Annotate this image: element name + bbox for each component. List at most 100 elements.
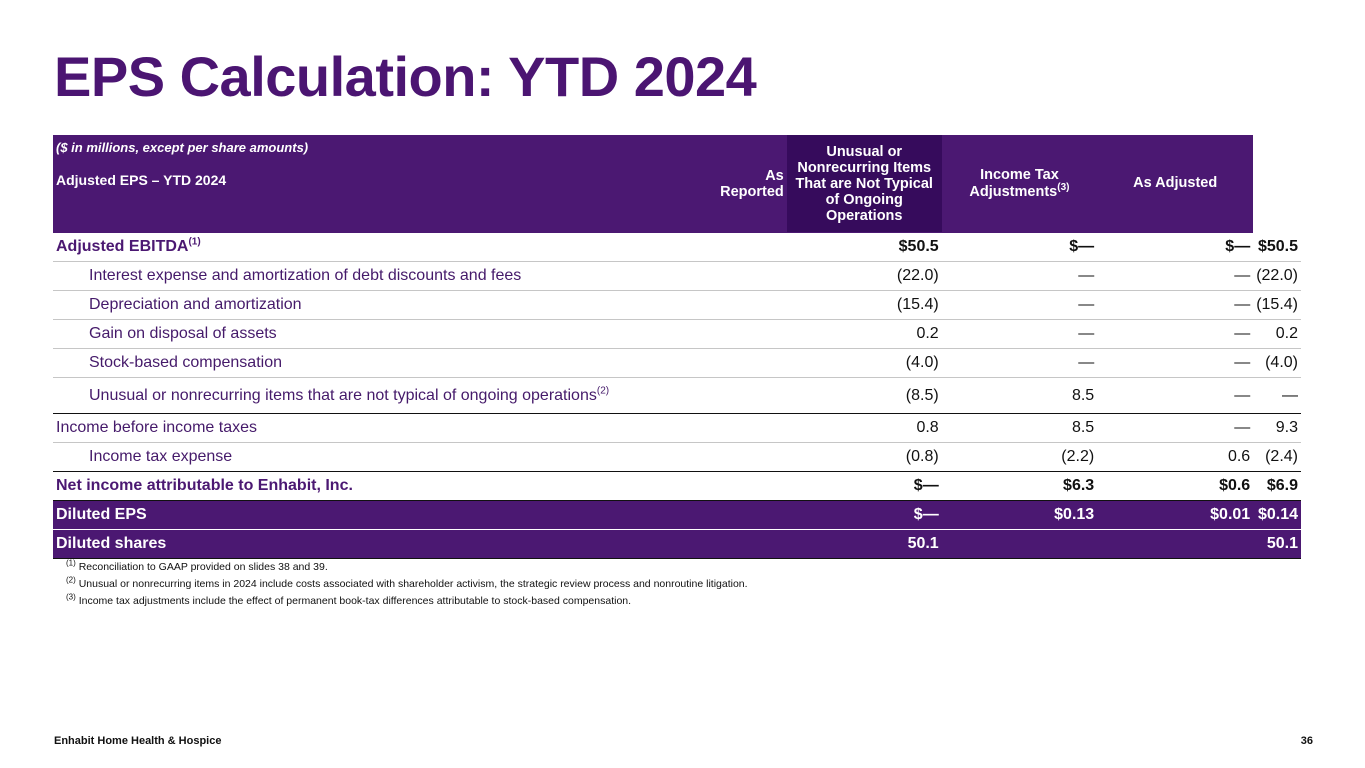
row-label-text: Unusual or nonrecurring items that are n…: [89, 386, 597, 404]
cell-as-adjusted: (2.4): [1253, 442, 1301, 472]
cell-as-reported: 50.1: [717, 529, 942, 559]
row-label-text: Adjusted EBITDA: [56, 238, 189, 255]
table-row: Diluted shares 50.1 50.1: [53, 529, 1301, 559]
cell-unusual: 8.5: [941, 377, 1098, 414]
cell-as-reported: 0.2: [717, 319, 942, 349]
table-row: Unusual or nonrecurring items that are n…: [53, 377, 1301, 414]
cell-tax-adj: —: [1097, 413, 1254, 443]
header-label-cell: ($ in millions, except per share amounts…: [53, 135, 718, 233]
cell-as-adjusted: (4.0): [1253, 348, 1301, 378]
cell-as-reported: $—: [717, 471, 942, 501]
table-body: Adjusted EBITDA(1) $50.5 $— $— $50.5 Interest…: [53, 232, 1301, 559]
header-income-tax-sup: (3): [1057, 181, 1070, 193]
row-label: Income tax expense: [53, 442, 718, 472]
table-row: Interest expense and amortization of deb…: [53, 261, 1301, 291]
unit-note: ($ in millions, except per share amounts…: [56, 140, 309, 155]
table-header: ($ in millions, except per share amounts…: [53, 135, 1301, 233]
header-as-reported: As Reported: [717, 135, 787, 233]
cell-unusual: $0.13: [941, 500, 1098, 530]
row-label-text: Depreciation and amortization: [89, 296, 302, 313]
footnote: (3) Income tax adjustments include the e…: [66, 593, 748, 610]
cell-tax-adj: $0.6: [1097, 471, 1254, 501]
row-label: Unusual or nonrecurring items that are n…: [53, 377, 718, 414]
row-label: Net income attributable to Enhabit, Inc.: [53, 471, 718, 501]
cell-tax-adj: —: [1097, 290, 1254, 320]
row-label-text: Stock-based compensation: [89, 354, 282, 371]
footnote-sup: (3): [66, 592, 76, 602]
header-unusual-items: Unusual or Nonrecurring Items That are N…: [786, 135, 942, 233]
cell-tax-adj: $0.01: [1097, 500, 1254, 530]
row-label: Interest expense and amortization of deb…: [53, 261, 718, 291]
footnote: (2) Unusual or nonrecurring items in 202…: [66, 576, 748, 593]
table-row: Gain on disposal of assets 0.2— —0.2: [53, 319, 1301, 349]
cell-tax-adj: 0.6: [1097, 442, 1254, 472]
table-row: Income tax expense (0.8) (2.2) 0.6 (2.4): [53, 442, 1301, 472]
cell-as-adjusted: 0.2: [1253, 319, 1301, 349]
row-label: Income before income taxes: [53, 413, 718, 443]
cell-as-reported: 0.8: [717, 413, 942, 443]
row-label-sup: (1): [188, 236, 201, 248]
cell-as-adjusted: $0.14: [1253, 500, 1301, 530]
cell-tax-adj: —: [1097, 261, 1254, 291]
cell-as-adjusted: $50.5: [1253, 232, 1301, 262]
cell-unusual: (2.2): [941, 442, 1098, 472]
cell-as-reported: (22.0): [717, 261, 942, 291]
cell-unusual: —: [941, 290, 1098, 320]
page-number: 36: [1300, 735, 1313, 747]
cell-unusual: —: [941, 319, 1098, 349]
row-label: Diluted EPS: [53, 500, 718, 530]
row-label-text: Diluted shares: [56, 535, 167, 552]
cell-as-reported: (4.0): [717, 348, 942, 378]
row-label-text: Income tax expense: [89, 448, 233, 465]
table-row: Diluted EPS $— $0.13 $0.01 $0.14: [53, 500, 1301, 530]
cell-unusual: —: [941, 348, 1098, 378]
row-label-sup: (2): [596, 385, 610, 397]
header-as-adjusted: As Adjusted: [1097, 135, 1254, 233]
table-row: Stock-based compensation (4.0) — — (4.0): [53, 348, 1301, 378]
slide-title: EPS Calculation: YTD 2024: [54, 45, 757, 108]
cell-as-adjusted: 50.1: [1253, 529, 1301, 559]
table-row: Depreciation and amortization (15.4) — — (15…: [53, 290, 1301, 320]
cell-as-adjusted: 9.3: [1253, 413, 1301, 443]
cell-as-reported: $50.5: [717, 232, 942, 262]
cell-unusual: [941, 529, 1098, 559]
cell-tax-adj: $—: [1097, 232, 1254, 262]
table-subtitle: Adjusted EPS – YTD 2024: [56, 172, 227, 188]
row-label-text: Diluted EPS: [56, 506, 147, 523]
row-label: Gain on disposal of assets: [53, 319, 718, 349]
cell-tax-adj: [1097, 529, 1254, 559]
footnote-sup: (1): [66, 558, 76, 568]
cell-as-adjusted: $6.9: [1253, 471, 1301, 501]
footnote-text: Unusual or nonrecurring items in 2024 in…: [78, 578, 748, 590]
row-label-text: Net income attributable to Enhabit, Inc.: [56, 477, 353, 494]
row-label: Depreciation and amortization: [53, 290, 718, 320]
cell-as-adjusted: —: [1253, 377, 1301, 414]
row-label: Stock-based compensation: [53, 348, 718, 378]
cell-as-reported: (0.8): [717, 442, 942, 472]
cell-tax-adj: —: [1097, 348, 1254, 378]
table-row: Adjusted EBITDA(1) $50.5 $— $— $50.5: [53, 232, 1301, 262]
cell-as-adjusted: (15.4): [1253, 290, 1301, 320]
cell-as-reported: (15.4): [717, 290, 942, 320]
cell-tax-adj: —: [1097, 377, 1254, 414]
footnote-text: Reconciliation to GAAP provided on slide…: [78, 561, 328, 573]
header-income-tax-adjustments: Income Tax Adjustments(3): [941, 135, 1098, 233]
cell-unusual: $—: [941, 232, 1098, 262]
table-row: Income before income taxes 0.8 8.5—9.3: [53, 413, 1301, 443]
eps-table: ($ in millions, except per share amounts…: [53, 135, 1301, 559]
footnotes: (1) Reconciliation to GAAP provided on s…: [66, 559, 748, 610]
cell-as-adjusted: (22.0): [1253, 261, 1301, 291]
cell-as-reported: $—: [717, 500, 942, 530]
row-label: Adjusted EBITDA(1): [53, 232, 718, 262]
footer-company: Enhabit Home Health & Hospice: [54, 735, 222, 747]
cell-unusual: $6.3: [941, 471, 1098, 501]
table-row: Net income attributable to Enhabit, Inc.…: [53, 471, 1301, 501]
footnote-text: Income tax adjustments include the effec…: [78, 595, 632, 607]
cell-as-reported: (8.5): [717, 377, 942, 414]
cell-tax-adj: —: [1097, 319, 1254, 349]
footnote-sup: (2): [66, 575, 76, 585]
row-label-text: Income before income taxes: [56, 419, 257, 436]
row-label: Diluted shares: [53, 529, 718, 559]
row-label-text: Gain on disposal of assets: [89, 325, 277, 342]
cell-unusual: —: [941, 261, 1098, 291]
